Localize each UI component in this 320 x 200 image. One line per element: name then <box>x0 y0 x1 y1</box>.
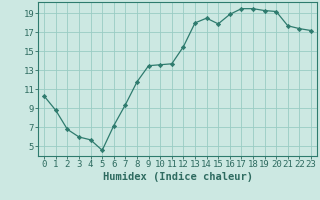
X-axis label: Humidex (Indice chaleur): Humidex (Indice chaleur) <box>103 172 252 182</box>
